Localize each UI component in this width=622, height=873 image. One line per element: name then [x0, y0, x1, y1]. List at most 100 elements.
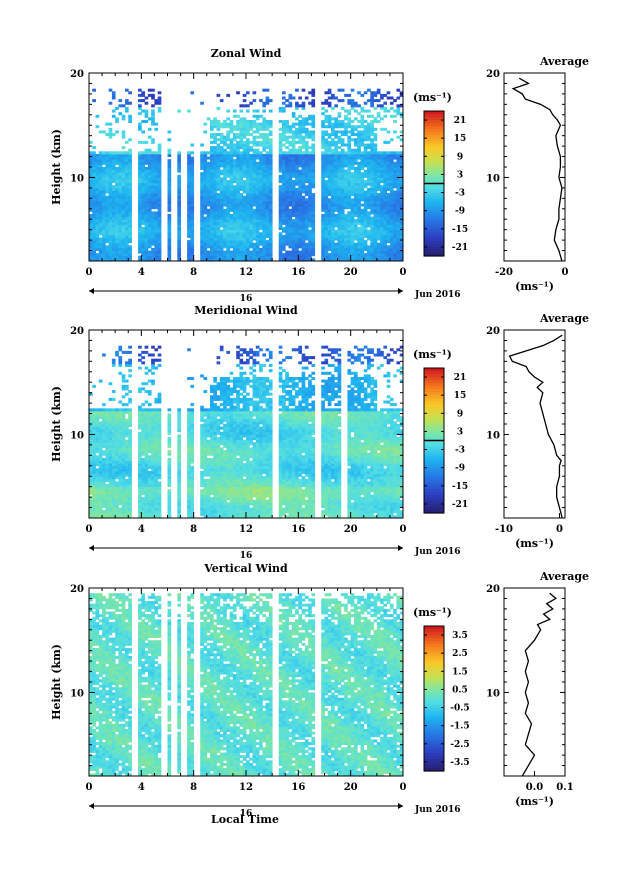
heatmap-cell	[249, 253, 253, 257]
heatmap-cell	[337, 224, 342, 228]
heatmap-cell	[102, 200, 106, 204]
heatmap-cell	[242, 240, 247, 244]
heatmap-cell	[242, 190, 247, 194]
heatmap-cell	[154, 159, 159, 163]
heatmap-cell	[334, 221, 338, 225]
heatmap-cell	[138, 167, 142, 171]
heatmap-cell	[111, 447, 116, 451]
heatmap-cell	[252, 255, 257, 259]
heatmap-cell	[288, 148, 293, 152]
heatmap-cell	[265, 127, 270, 131]
heatmap-cell	[141, 187, 145, 191]
heatmap-cell	[324, 187, 329, 191]
heatmap-cell	[252, 185, 257, 189]
heatmap-cell	[124, 156, 129, 160]
heatmap-cell	[111, 161, 116, 165]
heatmap-cell	[242, 258, 247, 262]
heatmap-cell	[157, 255, 162, 259]
heatmap-cell	[144, 214, 149, 218]
heatmap-cell	[138, 242, 142, 246]
heatmap-cell	[138, 499, 142, 503]
heatmap-cell	[331, 151, 335, 155]
heatmap-cell	[105, 245, 110, 249]
heatmap-cell	[115, 211, 119, 215]
heatmap-cell	[151, 161, 155, 165]
heatmap-cell	[144, 193, 149, 197]
heatmap-cell	[144, 232, 149, 236]
heatmap-cell	[340, 138, 345, 142]
colorbar-segment	[424, 150, 444, 154]
heatmap-cell	[331, 140, 335, 144]
heatmap-cell	[324, 114, 329, 118]
colorbar-segment	[424, 240, 444, 245]
heatmap-cell	[128, 227, 132, 231]
heatmap-cell	[128, 418, 132, 422]
heatmap-cell	[301, 120, 306, 124]
heatmap-cell	[92, 255, 96, 259]
heatmap-cell	[154, 206, 159, 210]
heatmap-cell	[147, 174, 152, 178]
heatmap-cell	[268, 156, 273, 160]
heatmap-cell	[350, 99, 355, 103]
heatmap-cell	[92, 429, 96, 433]
heatmap-cell	[249, 122, 253, 126]
heatmap-cell	[311, 242, 316, 246]
colorbar-segment	[424, 138, 444, 142]
heatmap-cell	[327, 133, 332, 137]
heatmap-cell	[288, 240, 293, 244]
heatmap-cell	[308, 208, 312, 212]
heatmap-cell	[386, 253, 391, 257]
heatmap-cell	[399, 208, 404, 212]
heatmap-cell	[239, 247, 244, 251]
heatmap-cell	[118, 164, 123, 168]
heatmap-cell	[108, 227, 113, 231]
heatmap-cell	[89, 497, 93, 501]
heatmap-cell	[344, 216, 348, 220]
heatmap-cell	[291, 112, 296, 116]
heatmap-cell	[108, 156, 113, 160]
heatmap-cell	[124, 258, 129, 262]
heatmap-cell	[324, 208, 329, 212]
heatmap-cell	[360, 224, 365, 228]
heatmap-cell	[187, 240, 191, 244]
heatmap-cell	[239, 242, 244, 246]
heatmap-cell	[138, 442, 142, 446]
colorbar-segment	[424, 114, 444, 118]
heatmap-cell	[360, 174, 365, 178]
heatmap-cell	[141, 177, 145, 181]
heatmap-cell	[278, 187, 283, 191]
heatmap-cell	[239, 104, 244, 108]
heatmap-cell	[213, 206, 217, 210]
heatmap-cell	[95, 431, 100, 435]
heatmap-cell	[265, 133, 270, 137]
heatmap-cell	[141, 253, 145, 257]
heatmap-cell	[288, 242, 293, 246]
heatmap-cell	[301, 258, 306, 262]
heatmap-cell	[111, 499, 116, 503]
heatmap-cell	[301, 187, 306, 191]
heatmap-cell	[363, 148, 368, 152]
heatmap-cell	[337, 198, 342, 202]
heatmap-cell	[89, 499, 93, 503]
heatmap-cell	[147, 198, 152, 202]
heatmap-cell	[115, 416, 119, 420]
heatmap-cell	[236, 198, 240, 202]
heatmap-cell	[353, 229, 358, 233]
heatmap-cell	[138, 208, 142, 212]
heatmap-cell	[340, 164, 345, 168]
heatmap-cell	[236, 206, 240, 210]
heatmap-cell	[229, 143, 234, 147]
heatmap-cell	[281, 91, 286, 95]
heatmap-cell	[246, 240, 250, 244]
heatmap-cell	[308, 117, 312, 121]
heatmap-cell	[304, 120, 309, 124]
heatmap-cell	[118, 156, 123, 160]
heatmap-cell	[383, 174, 388, 178]
colorbar-segment	[424, 252, 444, 257]
heatmap-cell	[327, 185, 332, 189]
heatmap-cell	[98, 437, 103, 441]
heatmap-cell	[278, 169, 283, 173]
heatmap-cell	[147, 240, 152, 244]
heatmap-cell	[95, 437, 100, 441]
